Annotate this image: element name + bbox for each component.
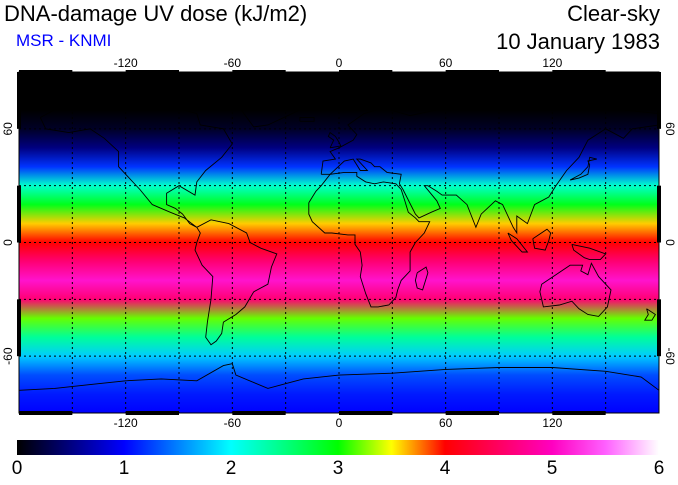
lat-label-left: -60: [1, 347, 15, 365]
frame-tick-top: [339, 70, 393, 74]
iceland-coast: [299, 117, 315, 122]
borneo-coast: [532, 228, 552, 251]
frame-tick-right: [657, 299, 661, 357]
colorbar-tick-label: 5: [546, 458, 558, 479]
frame-tick-top: [19, 70, 73, 74]
lon-label-top: -60: [224, 56, 242, 70]
colorbar-tick-label: 2: [225, 458, 237, 479]
frame-tick-bottom: [19, 411, 73, 415]
north-america-coast: [39, 105, 233, 228]
greenland-coast: [235, 84, 304, 128]
frame-tick-top: [232, 70, 286, 74]
lon-label-bottom: -60: [224, 416, 242, 430]
frame-tick-left: [17, 185, 21, 243]
lon-label-top: -120: [114, 56, 138, 70]
frame-tick-bottom: [445, 411, 499, 415]
africa-coast: [308, 171, 431, 308]
lon-label-bottom: 60: [439, 416, 453, 430]
frame-tick-top: [445, 70, 499, 74]
lon-label-top: 60: [439, 56, 453, 70]
frame-tick-right: [657, 185, 661, 243]
frame-tick-left: [17, 299, 21, 357]
colorbar-tick-label: 4: [439, 458, 451, 479]
lat-label-left: 60: [1, 122, 15, 136]
sumatra-coast: [507, 232, 529, 253]
australia-coast: [539, 262, 612, 317]
frame-tick-bottom: [339, 411, 393, 415]
lon-label-top: 120: [542, 56, 562, 70]
colorbar-tick-label: 1: [118, 458, 130, 479]
lat-label-right: 0: [663, 239, 677, 246]
lon-label-top: 0: [336, 56, 343, 70]
lat-label-right: 60: [663, 122, 677, 136]
colorbar-tick-label: 3: [332, 458, 344, 479]
eurasia-coast: [320, 96, 660, 235]
frame-tick-top: [552, 70, 606, 74]
frame-tick-top: [125, 70, 179, 74]
date-label: 10 January 1983: [496, 29, 660, 54]
uk-coast: [327, 131, 342, 149]
japan-coast: [569, 156, 597, 181]
madagascar-coast: [414, 266, 429, 291]
source-label: MSR - KNMI: [16, 31, 112, 50]
condition-label: Clear-sky: [567, 1, 660, 26]
frame-tick-left: [17, 72, 21, 129]
lat-label-left: 0: [1, 239, 15, 246]
new-guinea-coast: [571, 243, 607, 261]
lat-label-right: -60: [663, 347, 677, 365]
colorbar: [17, 440, 659, 455]
lon-label-bottom: -120: [114, 416, 138, 430]
lon-label-bottom: 0: [336, 416, 343, 430]
colorbar-tick-label: 0: [11, 458, 23, 479]
colorbar-tick-label: 6: [653, 458, 665, 479]
frame-tick-right: [657, 72, 661, 129]
new-zealand-coast: [643, 308, 657, 321]
map-title: DNA-damage UV dose (kJ/m2): [4, 1, 308, 26]
lon-label-bottom: 120: [542, 416, 562, 430]
frame-tick-bottom: [552, 411, 606, 415]
frame-tick-bottom: [125, 411, 179, 415]
frame-tick-bottom: [232, 411, 286, 415]
